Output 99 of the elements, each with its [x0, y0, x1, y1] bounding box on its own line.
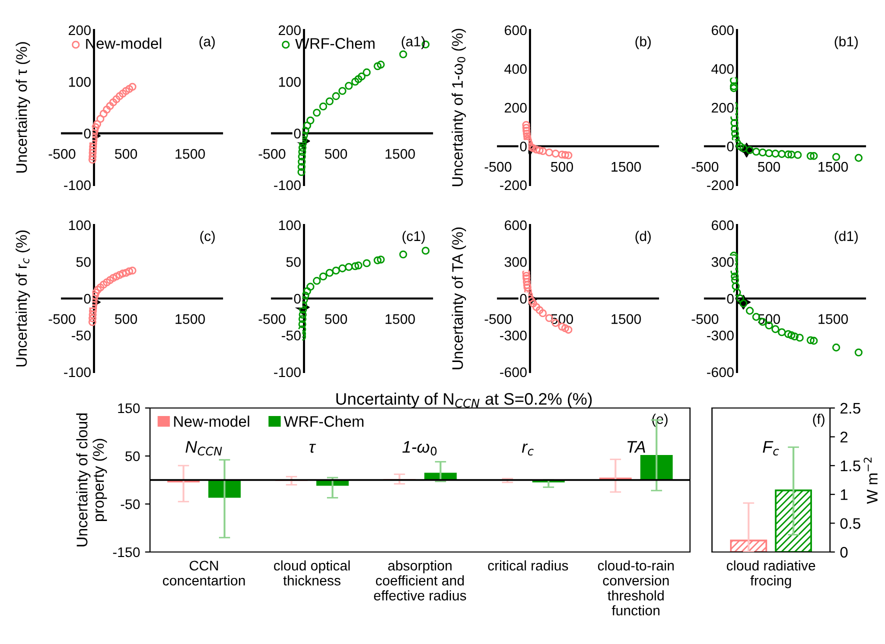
- x-tick-label: 500: [114, 314, 138, 324]
- y-tick-label: 600: [712, 25, 734, 36]
- x-tick-label: 500: [114, 148, 138, 159]
- x-tick-label: -500: [484, 162, 512, 172]
- x-axis-title: Uncertainty of N$_{CCN}$ at S=0.2% (%): [336, 392, 592, 408]
- y2-tick-label: 1.5: [840, 460, 860, 472]
- y-tick-label: 50: [76, 257, 91, 267]
- y-tick-label: 0: [294, 294, 301, 304]
- x-tick-label: cloud optical thickness: [274, 560, 350, 586]
- annotation: (c): [200, 230, 215, 244]
- annotation: (f): [813, 414, 824, 427]
- x-tick-label: 1500: [818, 314, 848, 324]
- y-tick-label: 100: [69, 220, 91, 230]
- x-tick-label: -500: [692, 162, 718, 172]
- annotation: (b1): [834, 36, 858, 50]
- y-tick-label: 0: [727, 294, 734, 304]
- y-tick-label: 50: [286, 257, 301, 267]
- x-tick-label: 1500: [612, 314, 641, 324]
- x-tick-label: cloud radiative frocing: [726, 560, 816, 588]
- y-axis-title: Uncertainty of 1-ω$_{0}$ (%): [452, 28, 466, 186]
- y-tick-label: 0: [520, 142, 527, 152]
- annotation: 1-ω$_{0}$: [402, 441, 437, 456]
- x-tick-label: -500: [692, 314, 718, 324]
- x-tick-label: 1500: [612, 162, 641, 172]
- y-tick-label: -100: [274, 367, 301, 378]
- y-tick-label: -200: [500, 180, 527, 190]
- y-tick-label: -150: [113, 547, 140, 558]
- y-tick-label: -100: [64, 367, 91, 378]
- x-tick-label: cloud-to-rain conversion threshold function: [598, 560, 674, 616]
- y-tick-label: 100: [279, 77, 301, 87]
- y-tick-label: 300: [712, 257, 734, 267]
- x-tick-label: absorption coefficient and effective radius: [374, 560, 466, 600]
- x-tick-label: 1500: [176, 148, 205, 159]
- annotation: (c1): [402, 230, 425, 244]
- annotation: N$_{CCN}$: [186, 441, 222, 456]
- annotation: τ: [309, 444, 316, 453]
- y-tick-label: 200: [712, 102, 734, 113]
- y2-tick-label: 2.5: [840, 402, 860, 414]
- y-tick-label: 400: [504, 64, 527, 74]
- x-tick-label: CCN concentartion: [162, 560, 245, 586]
- y-tick-label: 100: [279, 220, 301, 230]
- y-tick-label: -100: [274, 180, 301, 190]
- annotation: F$_{c}$: [762, 441, 779, 456]
- y-tick-label: 0: [84, 128, 91, 139]
- y-tick-label: 400: [711, 64, 734, 74]
- legend-label: WRF-Chem: [284, 416, 364, 427]
- y-axis-title: Uncertainty of τ (%): [16, 42, 30, 173]
- y2-tick-label: 0.5: [840, 518, 860, 529]
- x-tick-label: 500: [758, 162, 780, 172]
- y-axis-title: Uncertainty of TA (%): [452, 228, 466, 370]
- y-tick-label: 0: [294, 128, 301, 139]
- y-tick-label: 150: [118, 403, 140, 414]
- annotation: (d): [635, 230, 651, 244]
- y-tick-label: -200: [707, 180, 734, 190]
- y-tick-label: -600: [500, 367, 527, 378]
- y-tick-label: -50: [282, 330, 301, 340]
- x-tick-label: 500: [550, 162, 574, 172]
- x-tick-label: -500: [48, 314, 76, 324]
- y-tick-label: 100: [69, 77, 91, 87]
- y-tick-label: 600: [504, 220, 527, 230]
- y-axis-title: Uncertainty of cloud property (%): [76, 413, 107, 546]
- y-tick-label: -50: [120, 499, 140, 510]
- y-axis-title: Uncertainty of r$_{c}$ (%): [16, 230, 30, 366]
- y2-axis-title: W m$^{−2}$: [864, 458, 878, 504]
- y-tick-label: 300: [504, 257, 527, 267]
- y-tick-label: 0: [520, 294, 527, 304]
- x-tick-label: 500: [324, 314, 348, 324]
- y-tick-label: 200: [68, 25, 91, 36]
- y-tick-label: 200: [278, 25, 301, 36]
- x-tick-label: -500: [258, 314, 286, 324]
- y-tick-label: 0: [84, 294, 91, 304]
- y-tick-label: -600: [707, 367, 734, 378]
- annotation: (a): [199, 36, 215, 50]
- legend-label: New-model: [174, 416, 250, 427]
- x-tick-label: -500: [484, 314, 512, 324]
- y2-tick-label: 1: [840, 489, 848, 500]
- x-tick-label: -500: [48, 148, 76, 159]
- x-tick-label: 1500: [386, 148, 415, 159]
- y-tick-label: 50: [125, 451, 140, 462]
- y-tick-label: 0: [727, 142, 734, 152]
- y-tick-label: 600: [504, 25, 527, 36]
- annotation: TA: [627, 441, 646, 453]
- x-tick-label: 1500: [818, 162, 848, 172]
- y-tick-label: -300: [707, 330, 734, 340]
- y-tick-label: 200: [504, 102, 527, 113]
- x-tick-label: -500: [258, 148, 286, 159]
- y-tick-label: -100: [64, 180, 91, 190]
- y-tick-label: -300: [500, 330, 527, 340]
- x-tick-label: 500: [324, 148, 348, 159]
- y2-tick-label: 0: [840, 546, 848, 558]
- y-tick-label: 600: [712, 220, 734, 230]
- x-tick-label: critical radius: [488, 560, 568, 571]
- y-tick-label: -50: [72, 330, 91, 340]
- annotation: (d1): [834, 230, 858, 244]
- annotation: (b): [635, 36, 651, 50]
- x-tick-label: 1500: [386, 314, 415, 324]
- y2-tick-label: 2: [840, 432, 848, 442]
- x-tick-label: 1500: [176, 314, 205, 324]
- annotation: r$_{c}$: [522, 444, 534, 456]
